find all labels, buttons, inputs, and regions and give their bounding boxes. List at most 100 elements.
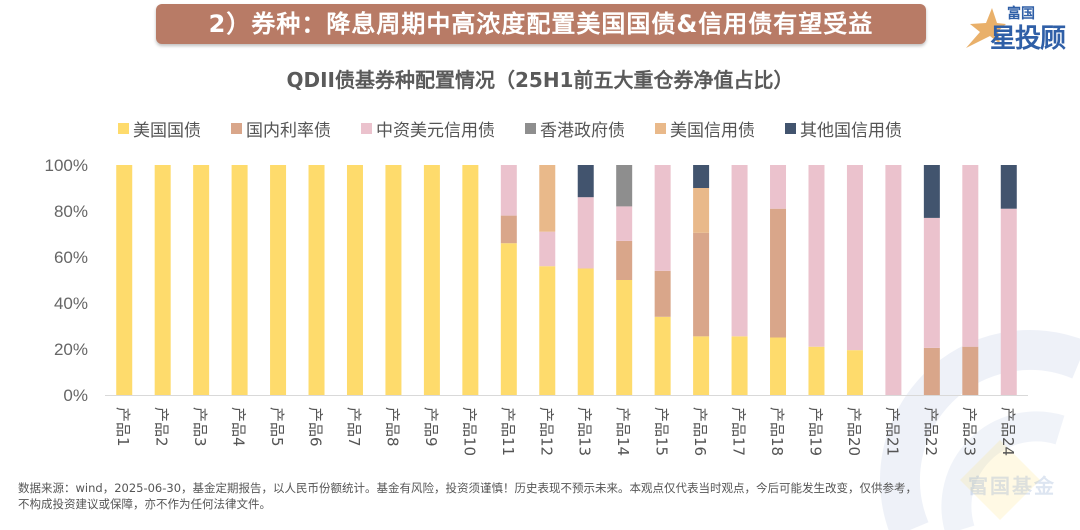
bar-segment <box>693 165 710 188</box>
legend-label: 其他国信用债 <box>800 120 902 141</box>
x-tick-label: 产品15 <box>653 407 671 456</box>
y-tick-label: 40% <box>54 294 88 313</box>
bar-segment <box>616 240 633 280</box>
x-tick-label: 产品8 <box>383 407 401 447</box>
brand-logo: 富国 星投顾 <box>960 2 1078 54</box>
bar-segment <box>500 165 517 216</box>
y-tick-label: 0% <box>63 386 88 405</box>
chart-legend: 美国国债 国内利率债 中资美元信用债 香港政府债 美国信用债 其他国信用债 <box>118 116 902 141</box>
legend-label: 美国国债 <box>133 120 201 141</box>
watermark-text: 富国基金 <box>968 474 1056 498</box>
stacked-bar-chart: 0% 20% 40% 60% 80% 100% 产品1 产品2 产品3 产品4 产品5 产品6 产品7 产… <box>45 156 1028 456</box>
bar-segment <box>577 165 594 198</box>
bar-segment <box>539 165 556 232</box>
bar-segment <box>731 165 748 337</box>
section-banner: 2）券种：降息周期中高浓度配置美国国债&信用债有望受益 <box>156 4 926 44</box>
bar-segment <box>693 336 710 395</box>
bar-segment <box>1000 165 1017 209</box>
y-tick-label: 20% <box>54 340 88 359</box>
x-tick-label: 产品18 <box>768 407 786 456</box>
x-tick-label: 产品19 <box>806 407 824 456</box>
logo-small-text: 富国 <box>1007 6 1035 22</box>
bar-segment <box>346 165 363 395</box>
bar-segment <box>616 280 633 395</box>
bar-segment <box>731 336 748 395</box>
bar-segment <box>654 165 671 271</box>
bar-segment <box>808 346 825 395</box>
legend-item: 美国信用债 <box>655 116 755 141</box>
banner-title: 2）券种：降息周期中高浓度配置美国国债&信用债有望受益 <box>208 10 874 38</box>
x-tick-label: 产品7 <box>345 407 363 447</box>
x-tick-label: 产品1 <box>114 407 132 447</box>
bar-segment <box>116 165 133 395</box>
y-tick-label: 80% <box>54 202 88 221</box>
legend-label: 美国信用债 <box>670 120 755 141</box>
bar-segment <box>616 165 633 207</box>
bar-segment <box>539 231 556 267</box>
legend-item: 美国国债 <box>118 116 201 141</box>
bar-segment <box>962 165 979 347</box>
bar-segment <box>500 243 517 395</box>
x-tick-label: 产品3 <box>191 407 209 447</box>
bar-segment <box>385 165 402 395</box>
bar-segment <box>770 165 787 209</box>
bar-segment <box>885 165 902 395</box>
legend-swatch <box>655 122 666 134</box>
legend-item: 中资美元信用债 <box>361 116 495 141</box>
bar-segment <box>693 188 710 233</box>
bar-segment <box>577 268 594 395</box>
y-tick-label: 60% <box>54 248 88 267</box>
footnote-line-2: 不构成投资建议或保障，亦不作为任何法律文件。 <box>18 497 271 511</box>
bar-segment <box>923 165 940 218</box>
x-tick-label: 产品12 <box>537 407 555 456</box>
legend-swatch <box>785 122 796 134</box>
bar-segment <box>500 215 517 244</box>
x-tick-label: 产品17 <box>730 407 748 456</box>
bar-segment <box>654 316 671 395</box>
bar-segment <box>616 206 633 241</box>
legend-swatch <box>525 122 536 134</box>
x-tick-label: 产品2 <box>153 407 171 447</box>
bar-segment <box>962 346 979 395</box>
legend-swatch <box>361 122 372 134</box>
x-tick-label: 产品4 <box>230 407 248 447</box>
bar-segment <box>154 165 171 395</box>
bar-segment <box>923 217 940 348</box>
x-tick-label: 产品16 <box>691 407 709 456</box>
bar-segment <box>231 165 248 395</box>
legend-swatch <box>118 122 129 134</box>
legend-label: 香港政府债 <box>540 120 625 141</box>
x-tick-label: 产品24 <box>999 407 1017 456</box>
legend-item: 国内利率债 <box>231 116 331 141</box>
bar-segment <box>846 165 863 351</box>
bar-segment <box>654 270 671 317</box>
legend-label: 中资美元信用债 <box>376 120 495 141</box>
bar-segment <box>770 208 787 338</box>
bar-segment <box>577 197 594 269</box>
bar-segment <box>923 347 940 395</box>
x-tick-label: 产品13 <box>576 407 594 456</box>
legend-item: 香港政府债 <box>525 116 625 141</box>
bar-segment <box>423 165 440 395</box>
bar-segment <box>770 337 787 395</box>
footnote-line-1: 数据来源：wind，2025-06-30，基金定期报告，以人民币份额统计。基金有… <box>18 481 918 495</box>
legend-label: 国内利率债 <box>246 120 331 141</box>
x-tick-label: 产品14 <box>614 407 632 456</box>
x-tick-label: 产品9 <box>422 407 440 447</box>
x-tick-label: 产品10 <box>460 407 478 456</box>
legend-item: 其他国信用债 <box>785 116 902 141</box>
bar-segment <box>193 165 210 395</box>
bar-segment <box>846 350 863 395</box>
footnote: 数据来源：wind，2025-06-30，基金定期报告，以人民币份额统计。基金有… <box>18 480 1068 512</box>
logo-big-text: 星投顾 <box>990 24 1066 54</box>
y-tick-label: 100% <box>45 156 88 175</box>
star-icon <box>966 8 1006 48</box>
bar-segment <box>270 165 287 395</box>
chart-title: QDII债基券种配置情况（25H1前五大重仓券净值占比） <box>286 68 794 92</box>
bar-segment <box>462 165 479 395</box>
bar-segment <box>808 165 825 347</box>
x-tick-label: 产品21 <box>883 407 901 456</box>
x-tick-label: 产品5 <box>268 407 286 447</box>
legend-swatch <box>231 122 242 134</box>
x-tick-label: 产品23 <box>960 407 978 456</box>
